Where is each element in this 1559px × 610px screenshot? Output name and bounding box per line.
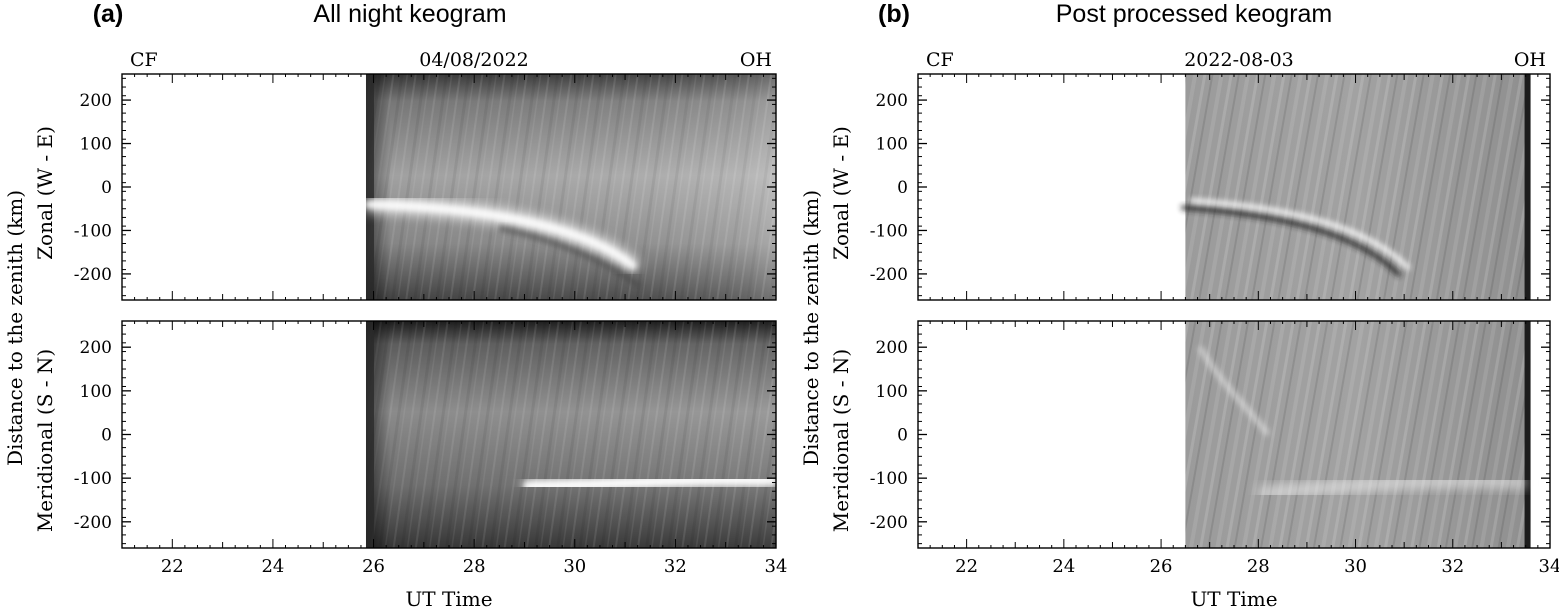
subplot-zonal: 200 100 0 -100 -200 Zonal (W - E): [33, 73, 777, 301]
header-right-label: OH: [740, 49, 772, 71]
x-tick-label: 28: [463, 556, 486, 577]
header-date-label: 2022-08-03: [1184, 49, 1294, 71]
keogram-figure-b: (b) Post processed keogram CF 2022-08-03 OH D…: [799, 0, 1559, 610]
bright-band: [1257, 476, 1526, 499]
keogram-texture: [1185, 74, 1531, 300]
keogram-shading: [365, 321, 776, 548]
y-tick-label: 100: [876, 382, 908, 402]
y-tick-label: -200: [870, 265, 908, 285]
panel-letter: (a): [93, 0, 124, 28]
x-tick-label: 26: [362, 556, 385, 577]
startup-strip: [365, 74, 374, 300]
y-tick-label: 200: [876, 338, 908, 358]
x-tick-label: 22: [955, 556, 978, 577]
end-strip: [1524, 321, 1531, 548]
header-left-label: CF: [130, 49, 158, 71]
y-axis-label: Zonal (W - E): [33, 126, 57, 260]
y-tick-label: 100: [80, 382, 112, 402]
y-axis-label: Meridional (S - N): [829, 349, 853, 532]
x-tick-label: 32: [1441, 556, 1464, 577]
y-axis-label: Meridional (S - N): [33, 349, 57, 532]
subplot-meridional: 200 100 0 -100 -200 Meridional (S - N): [829, 320, 1551, 549]
y-tick-label: -200: [74, 265, 112, 285]
y-tick-label: 100: [80, 135, 112, 155]
x-tick-label: 24: [1052, 556, 1075, 577]
y-tick-label: -200: [74, 513, 112, 533]
y-tick-label: -100: [870, 221, 908, 241]
y-tick-label: 200: [80, 91, 112, 111]
y-tick-label: -200: [870, 513, 908, 533]
panel-title: Post processed keogram: [1056, 0, 1333, 28]
panel-title: All night keogram: [313, 0, 506, 28]
y-axis-outer-label: Distance to the zenith (km): [3, 190, 27, 466]
x-tick-label: 24: [261, 556, 284, 577]
keogram-figure-a: (a) All night keogram CF 04/08/2022 OH Distan…: [3, 0, 787, 610]
x-tick-label: 34: [765, 556, 788, 577]
y-axis-label: Zonal (W - E): [829, 126, 853, 260]
y-tick-label: 200: [80, 338, 112, 358]
bright-streak: [1197, 345, 1271, 437]
header-right-label: OH: [1514, 49, 1546, 71]
y-tick-label: 0: [897, 426, 908, 446]
x-tick-label: 34: [1539, 556, 1559, 577]
y-axis-outer-label: Distance to the zenith (km): [799, 190, 823, 466]
bright-band: [524, 476, 776, 490]
y-tick-label: -100: [870, 469, 908, 489]
bright-arc: [1190, 198, 1411, 271]
subplot-zonal: 200 100 0 -100 -200 Zonal (W - E): [829, 73, 1551, 301]
keogram-texture: [1185, 321, 1531, 548]
x-tick-label: 28: [1247, 556, 1270, 577]
dark-arc: [1181, 205, 1402, 278]
y-tick-label: -100: [74, 221, 112, 241]
keogram-image: [1181, 74, 1531, 300]
panel-letter: (b): [878, 0, 910, 28]
header-date-label: 04/08/2022: [419, 49, 529, 71]
y-tick-label: 200: [876, 91, 908, 111]
y-tick-label: 0: [897, 178, 908, 198]
end-strip: [1524, 74, 1531, 300]
arc-shadow: [498, 225, 642, 290]
x-tick-label: 30: [563, 556, 586, 577]
x-tick-label: 32: [664, 556, 687, 577]
y-tick-label: -100: [74, 469, 112, 489]
keogram-image: [365, 74, 776, 300]
subplot-meridional: 200 100 0 -100 -200 Meridional (S - N): [33, 320, 777, 549]
y-tick-label: 100: [876, 135, 908, 155]
x-axis-label: UT Time: [1190, 587, 1277, 610]
y-tick-label: 0: [101, 178, 112, 198]
x-tick-label: 22: [161, 556, 184, 577]
keogram-image: [365, 321, 776, 548]
keogram-image: [1185, 321, 1531, 548]
header-left-label: CF: [926, 49, 954, 71]
x-tick-label: 30: [1344, 556, 1367, 577]
keogram-shading: [365, 74, 776, 300]
x-tick-label: 26: [1150, 556, 1173, 577]
x-axis-label: UT Time: [405, 587, 492, 610]
bright-arc: [365, 201, 638, 270]
y-tick-label: 0: [101, 426, 112, 446]
startup-strip: [365, 321, 374, 548]
